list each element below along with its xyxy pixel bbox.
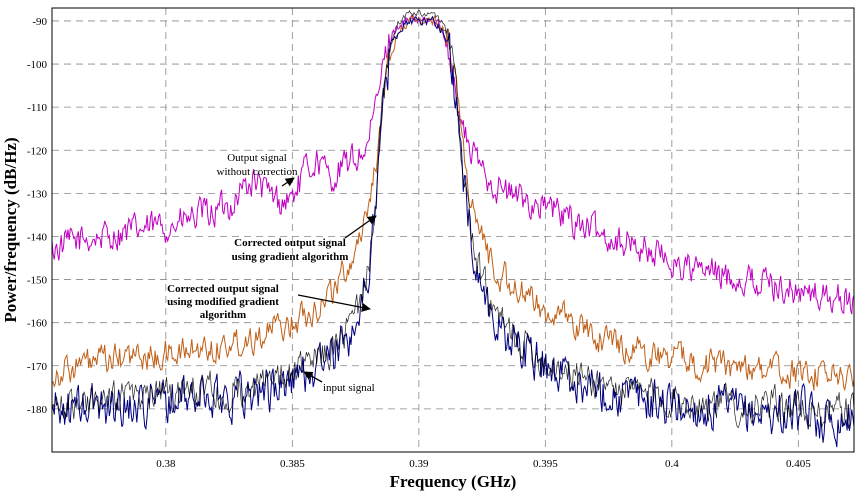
- x-tick-label: 0.405: [786, 458, 811, 470]
- y-tick-label: -170: [27, 361, 48, 373]
- y-tick-label: -160: [27, 318, 48, 330]
- annotation-2-line: using gradient algorithm: [232, 251, 349, 263]
- annotation-arrow-4: [303, 371, 323, 383]
- annotation-1-line: Output signal: [227, 152, 287, 164]
- series-group: [51, 9, 855, 448]
- x-axis-label: Frequency (GHz): [390, 472, 517, 491]
- annotation-3-line: using modified gradient: [167, 296, 279, 308]
- annotations: Output signal without correction Corrected…: [167, 152, 375, 394]
- x-tick-label: 0.4: [665, 458, 679, 470]
- x-tick-label: 0.39: [409, 458, 429, 470]
- annotation-3-line: Corrected output signal: [167, 283, 279, 295]
- x-tick-label: 0.38: [156, 458, 176, 470]
- y-tick-label: -130: [27, 188, 48, 200]
- annotation-arrow-1: [281, 177, 295, 187]
- annotation-arrow-2: [344, 215, 377, 239]
- y-tick-label: -180: [27, 404, 48, 416]
- y-axis-label: Power/frequency (dB/Hz): [1, 137, 20, 322]
- plot-frame: [51, 7, 855, 453]
- x-tick-label: 0.385: [280, 458, 305, 470]
- y-tick-label: -90: [32, 16, 47, 28]
- annotation-3-line: algorithm: [200, 309, 246, 321]
- x-tick-labels: 0.38 0.385 0.39 0.395 0.4 0.405: [156, 458, 811, 470]
- series-line-1: [51, 13, 855, 315]
- y-tick-label: -150: [27, 275, 48, 287]
- x-tick-label: 0.395: [533, 458, 558, 470]
- grid: [52, 8, 854, 452]
- y-tick-label: -140: [27, 231, 48, 243]
- input-signal-line: [51, 9, 855, 429]
- y-tick-labels: -180 -170 -160 -150 -140 -130 -120 -110 -100 -90: [27, 16, 48, 416]
- annotation-arrow-3: [297, 294, 371, 312]
- y-tick-label: -120: [27, 145, 48, 157]
- annotation-1-line: without correction: [217, 166, 298, 178]
- y-tick-label: -100: [27, 59, 48, 71]
- annotation-2-line: Corrected output signal: [234, 237, 346, 249]
- series-line-3: [51, 15, 855, 448]
- y-tick-label: -110: [27, 102, 47, 114]
- annotation-arrows: [281, 177, 377, 383]
- annotation-4-line: input signal: [323, 382, 375, 394]
